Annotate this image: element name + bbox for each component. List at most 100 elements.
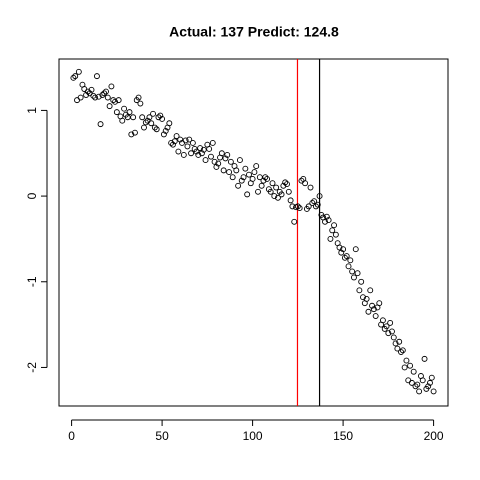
point [249,176,256,182]
point [383,323,390,330]
point [363,295,370,302]
plot-box [58,58,449,407]
point [141,124,147,131]
x-tick-label: 0 [68,429,75,443]
point [307,184,314,191]
point [278,191,285,198]
point [92,94,99,101]
point [93,73,100,80]
point [314,201,321,208]
point [108,83,115,90]
point [84,88,91,95]
point [208,153,214,160]
point [390,334,397,341]
point [354,270,361,277]
x-tick-label: 150 [333,429,353,443]
point [379,317,386,324]
point [302,180,309,187]
point [323,213,330,220]
point [312,203,319,210]
point [197,145,204,152]
x-tick-label: 200 [424,429,444,443]
point [399,347,406,354]
point [173,133,180,140]
point [166,120,173,127]
point [209,140,216,146]
point [227,158,234,165]
point [70,74,77,81]
point [184,143,191,150]
point [226,169,233,176]
point [408,379,415,386]
point [206,146,213,152]
point [200,146,207,153]
point [113,109,120,116]
point [410,368,417,375]
point [269,180,276,187]
point [347,257,354,264]
point [336,244,343,251]
point [343,253,350,260]
point [372,313,379,319]
point [130,114,137,121]
point [128,131,135,138]
point [271,193,278,200]
point [305,203,312,210]
point [182,137,189,144]
point [240,174,247,181]
point [193,148,200,155]
point [367,287,374,294]
point [171,138,178,145]
point [332,231,339,238]
point [104,94,111,101]
point [186,136,193,143]
point [177,136,184,143]
point [358,278,365,285]
point [376,300,383,307]
point [296,205,303,212]
point [244,191,251,198]
point [168,140,175,146]
point [72,73,79,80]
point [142,119,149,126]
point [369,302,376,309]
point [370,306,377,313]
y-tick-label: 0 [25,192,39,199]
point [282,179,289,186]
point [427,379,433,386]
point [385,330,392,337]
point [360,294,366,301]
point [137,100,144,107]
point [349,268,356,275]
point [421,355,428,362]
point [83,92,90,98]
point [103,88,109,95]
point [101,90,108,97]
point [242,165,249,172]
point [88,86,95,93]
point [75,68,82,75]
point [255,188,261,195]
point [253,163,260,170]
point [90,92,97,99]
point [285,188,292,195]
y-tick-label: -2 [25,362,39,373]
point [155,114,162,121]
y-tick-label: -1 [25,276,39,287]
point [316,193,323,200]
point [287,197,294,204]
point [294,203,301,210]
point [325,217,332,224]
y-tick-label: 1 [25,107,39,114]
point [311,198,318,205]
point [151,124,158,131]
point [251,169,258,176]
point [401,364,408,371]
point [274,194,281,201]
point [394,345,401,352]
point [131,129,138,136]
point [428,374,435,381]
point [188,150,195,157]
point [392,340,399,347]
point [99,92,106,98]
